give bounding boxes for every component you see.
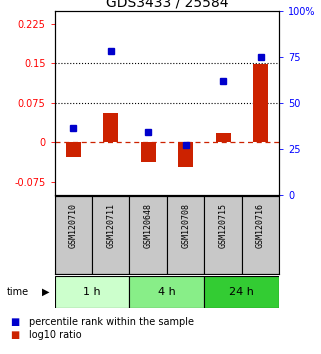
- Text: GSM120708: GSM120708: [181, 203, 190, 248]
- Bar: [253, 64, 268, 142]
- Text: time: time: [6, 287, 29, 297]
- Bar: [92, 196, 129, 274]
- Text: log10 ratio: log10 ratio: [29, 330, 82, 339]
- Bar: [141, 142, 156, 162]
- Bar: [204, 196, 242, 274]
- Text: 4 h: 4 h: [158, 287, 176, 297]
- Text: GSM120711: GSM120711: [106, 203, 115, 248]
- Text: GSM120710: GSM120710: [69, 203, 78, 248]
- Bar: [129, 276, 204, 308]
- Text: GSM120648: GSM120648: [144, 203, 153, 248]
- Text: ▶: ▶: [42, 287, 49, 297]
- Bar: [129, 196, 167, 274]
- Bar: [66, 142, 81, 157]
- Bar: [55, 196, 92, 274]
- Text: GSM120715: GSM120715: [219, 203, 228, 248]
- Text: ■: ■: [10, 330, 19, 339]
- Bar: [242, 196, 279, 274]
- Bar: [178, 142, 193, 167]
- Text: ■: ■: [10, 317, 19, 327]
- Title: GDS3433 / 25584: GDS3433 / 25584: [106, 0, 228, 10]
- Bar: [55, 276, 129, 308]
- Bar: [216, 133, 230, 142]
- Bar: [204, 276, 279, 308]
- Bar: [167, 196, 204, 274]
- Text: 24 h: 24 h: [230, 287, 254, 297]
- Bar: [103, 113, 118, 142]
- Text: GSM120716: GSM120716: [256, 203, 265, 248]
- Text: percentile rank within the sample: percentile rank within the sample: [29, 317, 194, 327]
- Text: 1 h: 1 h: [83, 287, 101, 297]
